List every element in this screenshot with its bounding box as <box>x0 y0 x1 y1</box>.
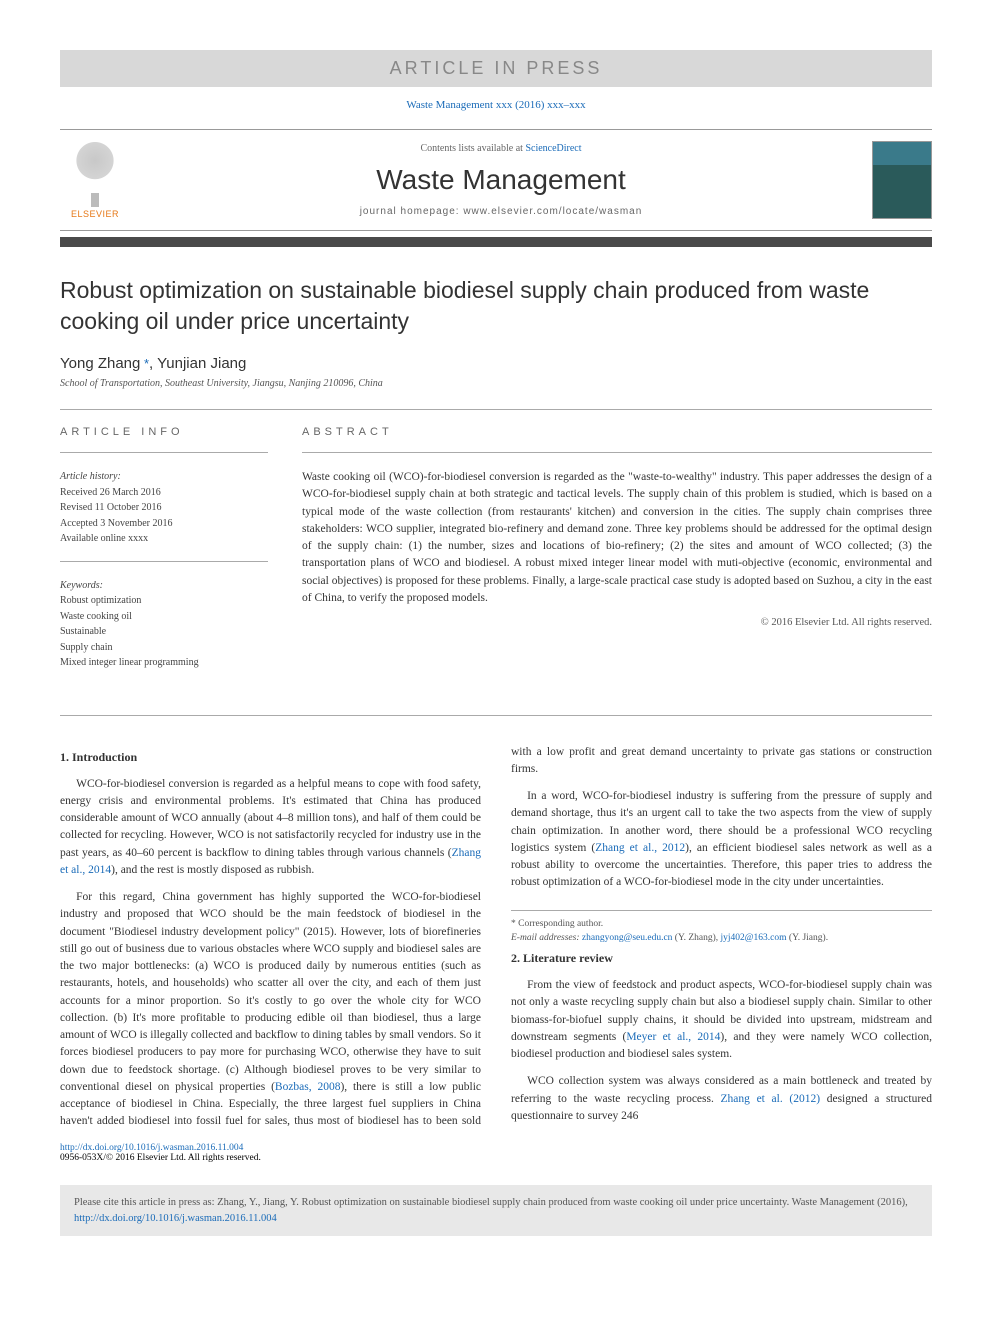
divider <box>302 452 932 453</box>
mid-divider <box>60 715 932 716</box>
elsevier-text: ELSEVIER <box>71 209 119 219</box>
elsevier-logo: ELSEVIER <box>60 140 130 220</box>
author-1: Yong Zhang <box>60 355 140 372</box>
divider <box>60 452 268 453</box>
journal-header: ELSEVIER Contents lists available at Sci… <box>60 129 932 231</box>
abstract-column: ABSTRACT Waste cooking oil (WCO)-for-bio… <box>302 426 932 685</box>
doi-link[interactable]: http://dx.doi.org/10.1016/j.wasman.2016.… <box>60 1143 243 1153</box>
thick-divider-bar <box>60 237 932 247</box>
contents-line: Contents lists available at ScienceDirec… <box>146 143 856 154</box>
keyword: Sustainable <box>60 626 106 637</box>
history-item: Accepted 3 November 2016 <box>60 518 172 529</box>
abstract-text: Waste cooking oil (WCO)-for-biodiesel co… <box>302 469 932 607</box>
article-history: Article history: Received 26 March 2016 … <box>60 469 268 547</box>
citation-box: Please cite this article in press as: Zh… <box>60 1185 932 1237</box>
keywords-block: Keywords: Robust optimization Waste cook… <box>60 578 268 671</box>
article-title: Robust optimization on sustainable biodi… <box>60 275 932 337</box>
citation-doi-link[interactable]: http://dx.doi.org/10.1016/j.wasman.2016.… <box>74 1213 277 1224</box>
article-in-press-banner: ARTICLE IN PRESS <box>60 50 932 87</box>
reference-line: Waste Management xxx (2016) xxx–xxx <box>60 99 932 111</box>
keyword: Supply chain <box>60 642 113 653</box>
author-2: Yunjian Jiang <box>157 355 246 372</box>
history-item: Received 26 March 2016 <box>60 487 161 498</box>
email-line: E-mail addresses: zhangyong@seu.edu.cn (… <box>511 931 932 945</box>
email-link[interactable]: jyj402@163.com <box>721 933 787 943</box>
doi-block: http://dx.doi.org/10.1016/j.wasman.2016.… <box>60 1143 932 1163</box>
history-label: Article history: <box>60 471 121 482</box>
sciencedirect-link[interactable]: ScienceDirect <box>525 143 581 154</box>
homepage-url[interactable]: www.elsevier.com/locate/wasman <box>463 206 642 217</box>
info-abstract-row: ARTICLE INFO Article history: Received 2… <box>60 426 932 685</box>
body-paragraph: From the view of feedstock and product a… <box>511 977 932 1063</box>
article-info-column: ARTICLE INFO Article history: Received 2… <box>60 426 268 685</box>
journal-cover-thumbnail <box>872 141 932 219</box>
corresponding-author-note: * Corresponding author. <box>511 917 932 931</box>
divider <box>60 409 932 410</box>
citation-text: Please cite this article in press as: Zh… <box>74 1197 908 1208</box>
contents-prefix: Contents lists available at <box>420 143 525 154</box>
keyword: Mixed integer linear programming <box>60 657 199 668</box>
keyword: Waste cooking oil <box>60 611 132 622</box>
keywords-label: Keywords: <box>60 580 103 591</box>
journal-name: Waste Management <box>146 164 856 196</box>
body-paragraph: WCO collection system was always conside… <box>511 1073 932 1125</box>
keyword: Robust optimization <box>60 595 141 606</box>
section-heading: 2. Literature review <box>511 949 932 967</box>
abstract-copyright: © 2016 Elsevier Ltd. All rights reserved… <box>302 617 932 628</box>
abstract-label: ABSTRACT <box>302 426 932 438</box>
affiliation: School of Transportation, Southeast Univ… <box>60 378 932 389</box>
body-paragraph: WCO-for-biodiesel conversion is regarded… <box>60 776 481 880</box>
body-paragraph: In a word, WCO-for-biodiesel industry is… <box>511 788 932 892</box>
header-center: Contents lists available at ScienceDirec… <box>146 143 856 217</box>
section-heading: 1. Introduction <box>60 748 481 766</box>
divider <box>60 561 268 562</box>
footnotes: * Corresponding author. E-mail addresses… <box>511 910 932 946</box>
authors-line: Yong Zhang *, Yunjian Jiang <box>60 355 932 372</box>
article-info-label: ARTICLE INFO <box>60 426 268 438</box>
homepage-line: journal homepage: www.elsevier.com/locat… <box>146 206 856 217</box>
body-two-column: 1. Introduction WCO-for-biodiesel convers… <box>60 744 932 1133</box>
issn-line: 0956-053X/© 2016 Elsevier Ltd. All right… <box>60 1153 261 1163</box>
corresponding-mark: * <box>140 356 149 371</box>
history-item: Available online xxxx <box>60 533 148 544</box>
homepage-label: journal homepage: <box>360 206 464 217</box>
elsevier-tree-icon <box>67 141 123 197</box>
email-link[interactable]: zhangyong@seu.edu.cn <box>582 933 673 943</box>
history-item: Revised 11 October 2016 <box>60 502 162 513</box>
